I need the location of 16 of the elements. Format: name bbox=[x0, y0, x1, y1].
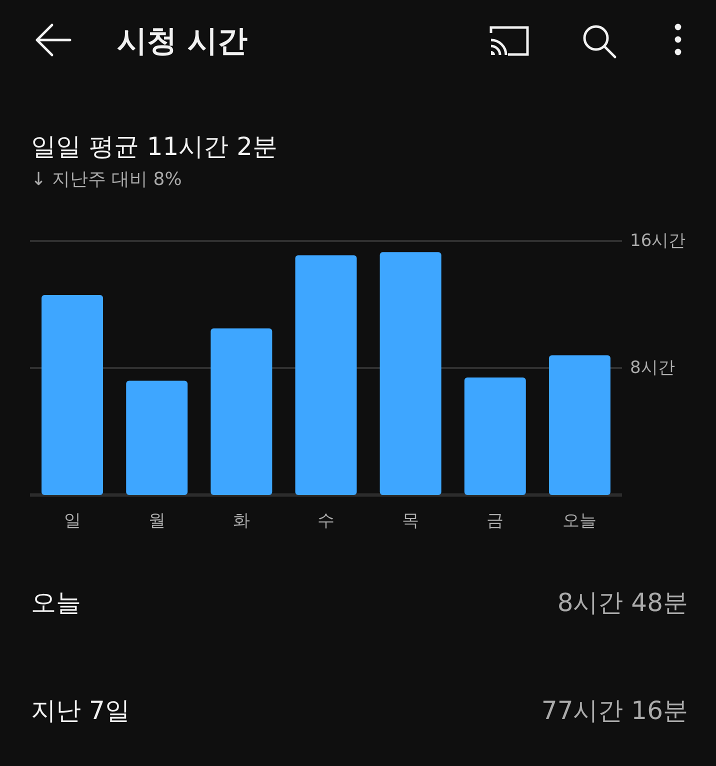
x-tick-label: 목 bbox=[402, 511, 420, 531]
text: 77시간 16분 bbox=[541, 696, 688, 725]
x-tick-label: 화 bbox=[232, 511, 250, 531]
y-tick-label: 8시간 bbox=[630, 358, 675, 378]
text: 오늘 bbox=[31, 588, 81, 617]
chart-subtitle: 일일 평균 11시간 2분 bbox=[31, 132, 278, 161]
text: 지난 7일 bbox=[31, 696, 130, 725]
chart-title: 시청 시간 bbox=[117, 24, 248, 59]
text: 8시간 48분 bbox=[557, 588, 688, 617]
y-tick-label: 16시간 bbox=[630, 231, 686, 251]
x-tick-label: 오늘 bbox=[562, 511, 597, 531]
x-tick-label: 일 bbox=[64, 511, 81, 531]
x-tick-label: 금 bbox=[486, 511, 504, 531]
x-tick-label: 월 bbox=[148, 511, 166, 531]
x-tick-label: 수 bbox=[318, 511, 334, 531]
text: ↓ 지난주 대비 8% bbox=[31, 169, 182, 190]
